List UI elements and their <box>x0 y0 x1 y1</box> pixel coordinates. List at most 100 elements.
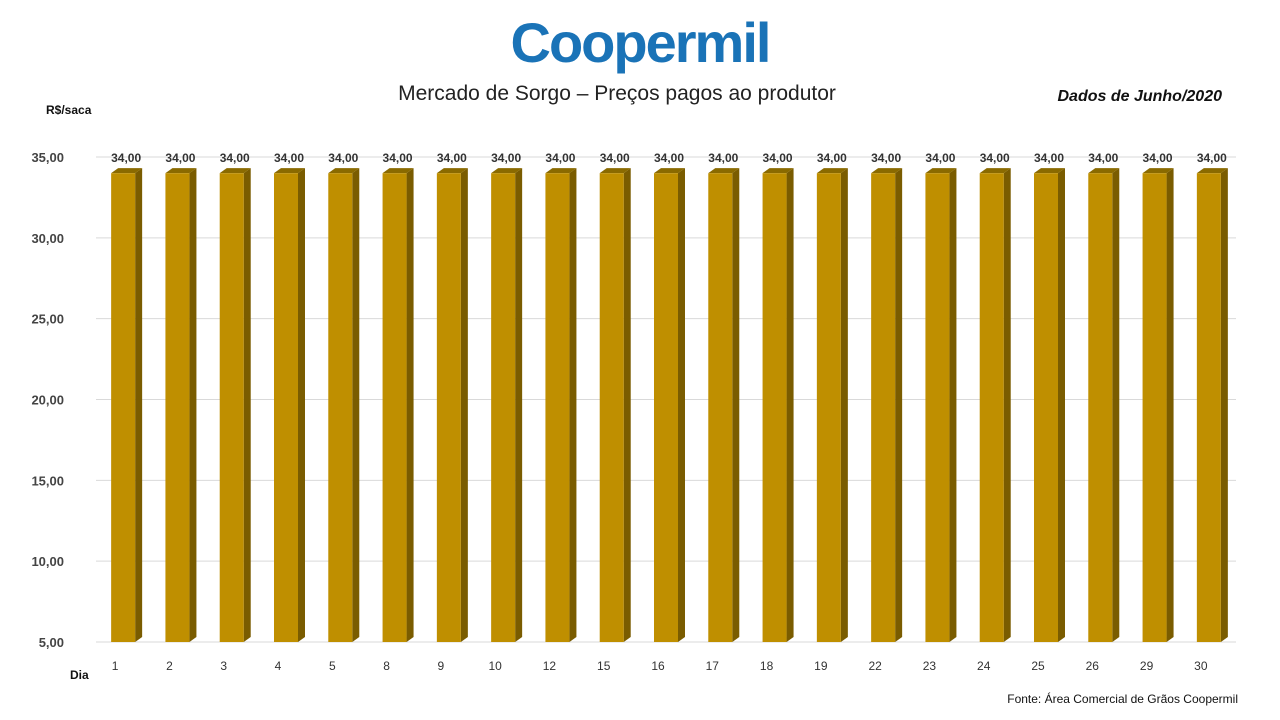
bars <box>111 168 1228 642</box>
data-label: 34,00 <box>1088 151 1118 165</box>
bar-side <box>1166 168 1174 642</box>
bar-side <box>243 168 251 642</box>
bar-front <box>274 173 298 642</box>
bar <box>1088 168 1120 642</box>
bar-front <box>979 173 1004 642</box>
x-tick-label: 24 <box>977 659 991 673</box>
x-tick-label: 9 <box>438 659 445 673</box>
x-tick-label: 12 <box>543 659 557 673</box>
bar-front <box>1142 173 1167 642</box>
bar-side <box>895 168 903 642</box>
bar <box>925 168 957 642</box>
x-tick-label: 15 <box>597 659 611 673</box>
bar-top <box>436 168 468 174</box>
x-tick-label: 30 <box>1194 659 1208 673</box>
bar-side <box>786 168 794 642</box>
x-tick-label: 25 <box>1031 659 1045 673</box>
x-tick-label: 17 <box>706 659 720 673</box>
bar-top <box>1088 168 1120 174</box>
bar-front <box>925 173 950 642</box>
y-tick-label: 35,00 <box>31 150 64 165</box>
bar-top <box>979 168 1011 174</box>
bar-side <box>1220 168 1228 642</box>
bar <box>599 168 631 642</box>
bar-front <box>654 173 678 642</box>
bar-top <box>165 168 197 174</box>
data-label: 34,00 <box>763 151 793 165</box>
bar-front <box>165 173 190 642</box>
bar <box>545 168 577 642</box>
data-label: 34,00 <box>980 151 1010 165</box>
bar-side <box>1058 168 1065 642</box>
data-label: 34,00 <box>708 151 738 165</box>
x-tick-label: 10 <box>488 659 502 673</box>
bar-front <box>328 173 353 642</box>
bar-side <box>515 168 523 642</box>
bar-top <box>1142 168 1174 174</box>
bar-top <box>545 168 577 174</box>
data-label: 34,00 <box>274 151 304 165</box>
x-axis-label: Dia <box>70 668 89 682</box>
bar <box>491 168 523 642</box>
data-label: 34,00 <box>925 151 955 165</box>
y-tick-label: 30,00 <box>31 231 64 246</box>
data-label: 34,00 <box>1034 151 1064 165</box>
y-tick-label: 25,00 <box>31 312 64 327</box>
bar-top <box>111 168 143 174</box>
bar-top <box>925 168 957 174</box>
bar-side <box>1112 168 1120 642</box>
bar-top <box>762 168 794 174</box>
y-axis-label: R$/saca <box>46 103 92 117</box>
data-label: 34,00 <box>1197 151 1227 165</box>
data-label: 34,00 <box>383 151 413 165</box>
y-tick-label: 15,00 <box>31 473 64 488</box>
data-label: 34,00 <box>545 151 575 165</box>
period-label: Dados de Junho/2020 <box>1057 88 1223 105</box>
bar-front <box>491 173 516 642</box>
bar-front <box>219 173 244 642</box>
bar-front <box>599 173 624 642</box>
bar-top <box>816 168 848 174</box>
bar-front <box>382 173 407 642</box>
bar-top <box>871 168 903 174</box>
bar-top <box>1034 168 1065 174</box>
bar-side <box>623 168 631 642</box>
data-label: 34,00 <box>600 151 630 165</box>
bar-top <box>274 168 305 174</box>
x-tick-label: 23 <box>923 659 937 673</box>
bar <box>816 168 848 642</box>
bar-front <box>1196 173 1221 642</box>
bar <box>871 168 903 642</box>
bar-side <box>678 168 685 642</box>
x-axis-categories: 1 2 3 4 5 8 9 10 12 15 16 17 18 19 22 23 24 25 26 29 30 <box>112 659 1208 673</box>
x-tick-label: 8 <box>383 659 390 673</box>
x-tick-label: 22 <box>868 659 882 673</box>
x-tick-label: 16 <box>651 659 665 673</box>
chart-title: Mercado de Sorgo – Preços pagos ao produ… <box>398 82 836 105</box>
data-label: 34,00 <box>437 151 467 165</box>
bar-front <box>545 173 570 642</box>
bar-side <box>135 168 143 642</box>
bar <box>708 168 740 642</box>
bar <box>654 168 685 642</box>
coopermil-logo: Coopermil <box>510 11 772 74</box>
y-axis-ticks: 5,00 10,00 15,00 20,00 25,00 30,00 35,00 <box>31 150 64 650</box>
bar-front <box>111 173 136 642</box>
bar-side <box>569 168 577 642</box>
bar-top <box>654 168 685 174</box>
bar-top <box>1196 168 1228 174</box>
x-tick-label: 19 <box>814 659 828 673</box>
bar-side <box>460 168 468 642</box>
bar-front <box>1088 173 1113 642</box>
bar-side <box>949 168 957 642</box>
bar <box>762 168 794 642</box>
bar <box>382 168 414 642</box>
bar <box>1196 168 1228 642</box>
data-label: 34,00 <box>654 151 684 165</box>
bar-top <box>382 168 414 174</box>
bar-side <box>189 168 197 642</box>
bar <box>219 168 251 642</box>
bar-top <box>599 168 631 174</box>
x-tick-label: 18 <box>760 659 774 673</box>
